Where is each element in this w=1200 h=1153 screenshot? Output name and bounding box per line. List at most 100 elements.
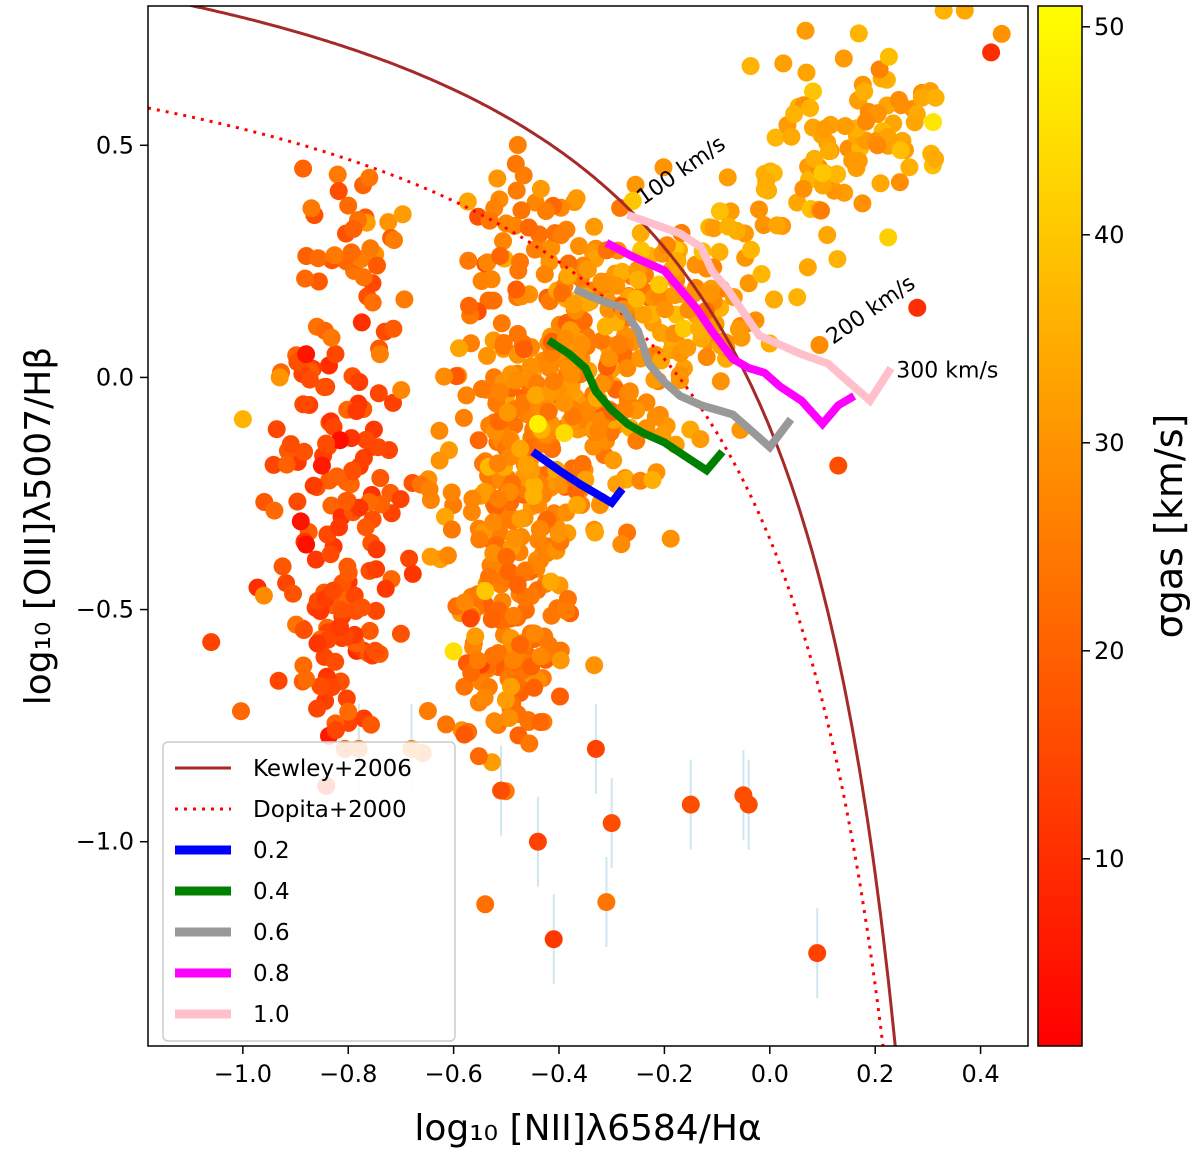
data-point [525, 240, 544, 259]
data-point [719, 217, 738, 236]
data-point [317, 434, 336, 453]
data-point [326, 345, 345, 364]
data-point [849, 151, 868, 170]
data-point [369, 438, 388, 457]
data-point [326, 721, 345, 740]
data-point [273, 557, 292, 576]
data-point [774, 54, 793, 73]
data-point [385, 231, 403, 250]
data-point [564, 295, 583, 314]
data-point [525, 624, 544, 643]
data-point [476, 895, 495, 914]
data-point [504, 606, 523, 625]
legend-label: 0.2 [253, 838, 290, 864]
data-point [544, 372, 563, 391]
colorbar-label: σgas [km/s] [1147, 414, 1191, 639]
data-point [370, 345, 389, 364]
data-point [472, 380, 491, 398]
data-point [905, 113, 924, 132]
data-point [678, 338, 697, 357]
data-point [955, 6, 974, 20]
data-point [294, 656, 313, 675]
data-point [391, 624, 410, 643]
x-tick-label: 0.0 [751, 1060, 789, 1088]
data-point [485, 712, 504, 731]
data-point [300, 370, 319, 389]
data-point [741, 57, 760, 76]
data-point [508, 575, 527, 594]
data-point [476, 582, 495, 600]
data-point [327, 467, 346, 486]
data-point [384, 393, 402, 412]
data-point [484, 513, 503, 532]
data-point [607, 276, 626, 295]
data-point [658, 236, 676, 255]
data-point [458, 192, 477, 211]
data-point [525, 678, 544, 697]
x-tick-label: −1.0 [214, 1060, 272, 1088]
data-point [788, 193, 807, 212]
data-point [505, 216, 524, 235]
data-point [711, 372, 730, 391]
data-point [596, 317, 615, 336]
data-point [618, 359, 637, 378]
data-point [469, 747, 488, 766]
data-point [530, 520, 549, 539]
data-point [674, 319, 693, 338]
data-point [294, 159, 313, 178]
legend-label: 1.0 [253, 1002, 290, 1028]
data-point [701, 284, 720, 302]
data-point [631, 224, 650, 243]
data-point [520, 734, 539, 753]
data-point [400, 549, 419, 568]
data-point [430, 421, 449, 440]
data-point [269, 671, 288, 690]
data-point [912, 88, 931, 107]
data-point [511, 439, 530, 458]
data-point [308, 699, 327, 718]
legend-box [162, 741, 456, 1042]
data-point [492, 781, 511, 800]
x-tick-label: −0.2 [635, 1060, 693, 1088]
data-point [514, 166, 533, 185]
data-point [331, 617, 349, 636]
data-point [794, 179, 813, 198]
data-point [350, 498, 369, 517]
data-point [537, 202, 555, 220]
data-point [813, 164, 832, 183]
data-point [818, 226, 837, 244]
data-point [597, 893, 616, 912]
colorbar-tick-label: 20 [1094, 637, 1125, 665]
legend-label: 0.6 [253, 920, 290, 946]
data-point [836, 117, 855, 136]
velocity-annotation: 100 km/s [632, 132, 730, 211]
colorbar-tick-label: 10 [1094, 845, 1125, 873]
data-point [367, 601, 385, 620]
data-point [294, 621, 313, 639]
colorbar: 10 20 30 40 50 [1037, 5, 1125, 1047]
data-point [798, 258, 817, 277]
data-point [551, 687, 569, 706]
data-point [339, 563, 358, 582]
data-point [602, 814, 621, 833]
data-point [392, 381, 411, 400]
data-point [254, 586, 273, 605]
data-point [461, 609, 480, 628]
scatter-points [202, 6, 1011, 999]
data-point [321, 545, 340, 564]
data-point [656, 300, 674, 319]
data-point [488, 454, 507, 473]
data-point [488, 169, 507, 188]
data-point [729, 320, 748, 339]
data-point [498, 403, 517, 422]
data-point [466, 627, 485, 646]
data-point [265, 501, 284, 520]
data-point [494, 232, 512, 251]
data-point [478, 346, 496, 365]
data-point [508, 325, 527, 343]
data-point [889, 91, 908, 109]
data-point [376, 579, 395, 598]
data-point [322, 328, 341, 347]
data-point [766, 128, 785, 147]
